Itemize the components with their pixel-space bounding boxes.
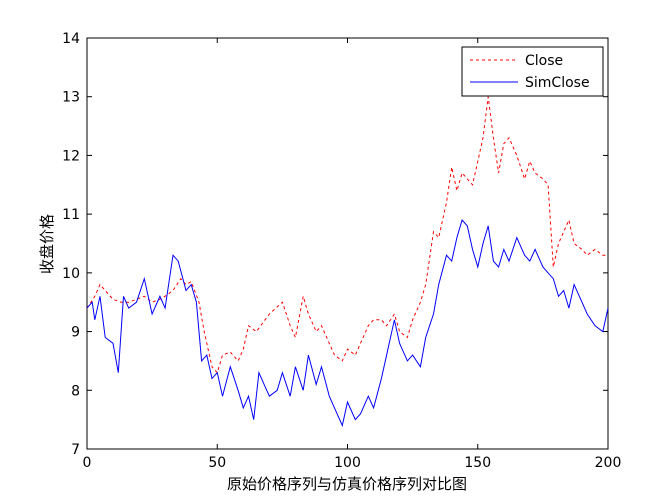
y-tick-label: 13 [62, 90, 80, 106]
x-tick-label: 150 [464, 455, 491, 471]
x-tick-label: 200 [595, 455, 622, 471]
y-tick-label: 8 [71, 383, 80, 399]
plot-area [86, 37, 609, 450]
series-line-close [86, 96, 608, 374]
y-tick-label: 10 [62, 266, 80, 282]
x-tick-label: 100 [334, 455, 361, 471]
y-axis-label: 收盘价格 [38, 214, 56, 274]
legend: Close SimClose [461, 46, 604, 97]
y-tick-label: 9 [71, 325, 80, 341]
series-line-simclose [86, 218, 609, 428]
x-tick-label: 50 [208, 455, 226, 471]
legend-label-close: Close [525, 53, 563, 69]
axis-ticks: 0 50 100 150 200 7 8 9 10 11 12 13 14 [62, 31, 621, 471]
legend-label-simclose: SimClose [525, 75, 590, 91]
series-lines [86, 96, 609, 428]
legend-box [461, 46, 604, 97]
y-tick-label: 12 [62, 148, 80, 164]
y-tick-label: 11 [62, 207, 80, 223]
y-tick-label: 7 [71, 442, 80, 458]
x-axis-label: 原始价格序列与仿真价格序列对比图 [227, 475, 467, 493]
x-tick-label: 0 [83, 455, 92, 471]
y-tick-label: 14 [62, 31, 80, 47]
